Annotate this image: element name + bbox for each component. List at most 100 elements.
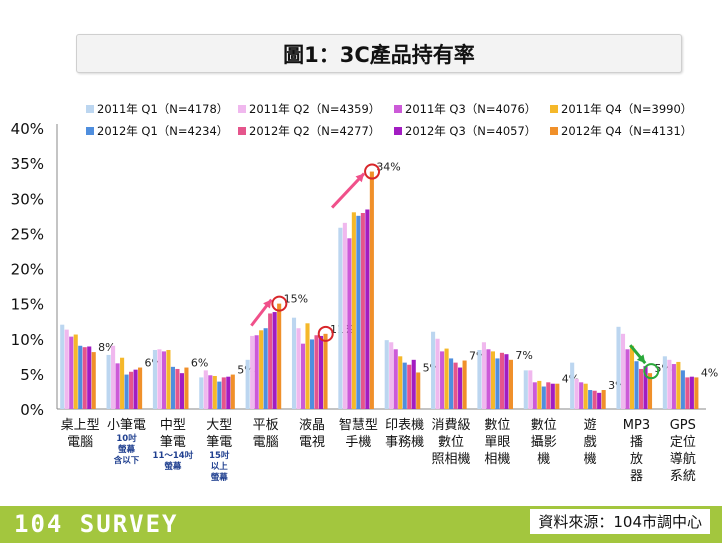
bar <box>440 351 445 409</box>
bar <box>259 330 264 409</box>
x-category-label: 大型 <box>206 418 232 433</box>
x-category-label: 照相機 <box>432 452 471 467</box>
bar <box>106 354 111 409</box>
x-category-label: 數位 <box>484 418 510 433</box>
x-category-label: 消費級 <box>432 418 471 433</box>
bar <box>462 360 467 409</box>
bar <box>453 362 458 409</box>
bar-chart: 0%5%10%15%20%25%30%35%40%8%桌上型電腦6%小筆電10吋… <box>11 102 719 484</box>
x-category-label: MP3 <box>623 418 650 433</box>
bar <box>671 364 676 409</box>
bar <box>486 349 491 409</box>
bar <box>647 373 653 409</box>
legend-entry: 2011年 Q1（N=4178） <box>97 102 228 116</box>
bar <box>508 359 513 409</box>
bar <box>272 312 277 409</box>
highlight-circle <box>271 295 288 312</box>
bar <box>347 238 352 409</box>
y-tick-label: 10% <box>11 331 44 349</box>
y-tick-label: 40% <box>11 120 44 138</box>
bar <box>217 381 222 409</box>
bar <box>179 373 184 409</box>
bar <box>667 359 672 409</box>
bar <box>532 382 537 409</box>
bar <box>579 382 584 409</box>
bar <box>537 380 542 409</box>
trend-arrow-head <box>636 354 646 364</box>
bar <box>212 375 217 409</box>
bar <box>254 335 259 409</box>
bar <box>402 362 407 409</box>
legend-swatch <box>550 127 558 135</box>
bar <box>550 383 555 409</box>
bar <box>398 356 403 409</box>
bar <box>490 351 495 409</box>
x-category-label: 中型 <box>160 418 186 433</box>
bar <box>435 338 440 409</box>
y-tick-label: 0% <box>20 401 44 419</box>
bar <box>369 171 374 409</box>
x-category-sublabel: 含以下 <box>113 455 140 466</box>
bar <box>458 367 463 409</box>
bar <box>296 328 301 409</box>
bar <box>152 349 157 409</box>
bar <box>356 215 361 409</box>
bar <box>73 334 78 409</box>
bar <box>411 359 416 409</box>
brand-logo: 104 SURVEY <box>14 510 179 538</box>
x-category-sublabel: 螢幕 <box>118 444 136 455</box>
bar <box>268 313 273 409</box>
legend-entry: 2012年 Q1（N=4234） <box>97 124 228 138</box>
x-category-label: 手機 <box>345 435 371 450</box>
bar <box>82 347 87 409</box>
data-label: 34% <box>376 161 400 174</box>
x-category-label: 系統 <box>670 469 696 484</box>
bar <box>616 326 621 409</box>
bar <box>69 336 74 409</box>
chart-title: 圖1：3C產品持有率 <box>76 34 682 73</box>
data-label: 15% <box>284 293 308 306</box>
bar <box>694 377 699 409</box>
bar <box>592 390 597 409</box>
trend-arrow-head <box>355 173 365 183</box>
y-tick-label: 5% <box>20 366 44 384</box>
legend-entry: 2011年 Q4（N=3990） <box>561 102 692 116</box>
bar <box>166 349 171 409</box>
bar <box>157 349 162 409</box>
x-category-label: 數位 <box>438 435 464 450</box>
bar <box>161 351 166 409</box>
x-category-label: 平板 <box>253 418 279 433</box>
bar <box>601 390 606 409</box>
bar <box>138 367 143 409</box>
bar <box>389 342 394 409</box>
bar <box>597 392 602 409</box>
bar <box>680 370 685 409</box>
bar <box>555 383 560 409</box>
bar <box>365 209 370 409</box>
x-category-label: 導航 <box>670 451 696 467</box>
bar <box>203 370 208 409</box>
legend-swatch <box>394 105 402 113</box>
bar <box>208 375 213 409</box>
bar <box>528 370 533 409</box>
x-category-sublabel: 11～14吋 <box>153 450 194 461</box>
bar <box>638 368 644 409</box>
legend-swatch <box>86 127 94 135</box>
bar <box>305 323 310 409</box>
bar <box>662 356 667 409</box>
y-tick-label: 15% <box>11 296 44 314</box>
x-category-label: 放 <box>630 452 643 467</box>
legend-entry: 2012年 Q2（N=4277） <box>249 124 380 138</box>
bar <box>60 324 65 409</box>
bar <box>78 345 83 409</box>
x-category-label: 筆電 <box>160 435 186 450</box>
bar <box>111 345 116 409</box>
bar <box>230 374 235 409</box>
bar <box>300 343 306 409</box>
bar <box>277 303 282 410</box>
bar <box>416 372 421 409</box>
legend-entry: 2012年 Q4（N=4131） <box>561 124 692 138</box>
bar <box>676 361 681 409</box>
bar <box>523 370 528 409</box>
bar <box>184 367 189 409</box>
